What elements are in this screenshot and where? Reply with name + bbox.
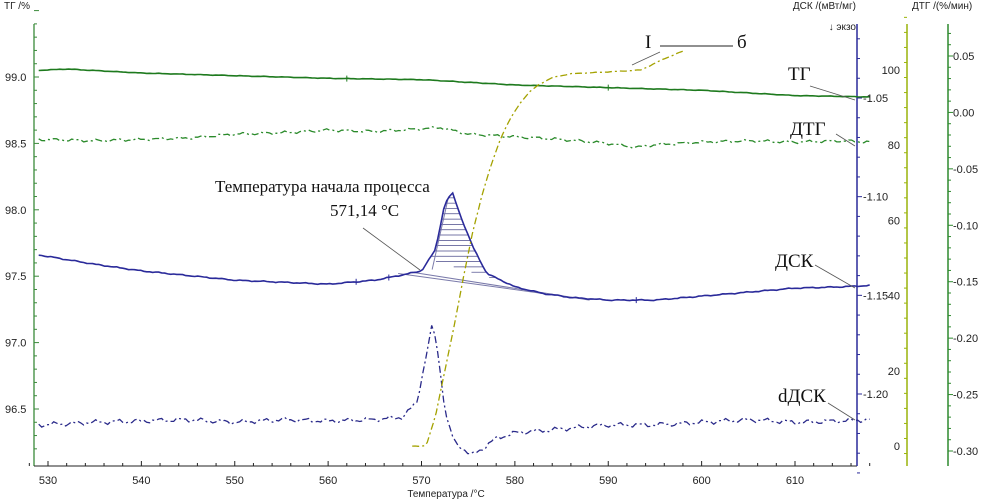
label-dtg: ДТГ [790,119,826,140]
series-line-unnamed [412,50,684,447]
label-tg-leader [809,85,856,101]
onset-tangent [431,196,450,270]
tg-tick-label: 96.5 [5,404,26,416]
tg-tick-label: 98.5 [5,138,26,150]
dtg-tick-label: 0.00 [953,107,974,119]
dtg-axis-title: ДТГ /(%/мин) [912,1,972,12]
tg-tick-label: 97.0 [5,338,26,350]
dtg-tick-label: 0.05 [953,51,974,63]
x-tick-label: 560 [319,475,337,487]
tg-axis-title: ТГ /% [4,1,30,12]
third-tick-label: 100 [882,65,900,77]
x-tick-label: 590 [599,475,617,487]
label-third-curve-suffix: б [737,32,747,53]
series-layer [38,50,870,455]
dtg-tick-label: -0.30 [953,446,978,458]
x-tick-label: 610 [786,475,804,487]
third-tick-label: 80 [888,140,900,152]
third-tick-label: 0 [894,441,900,453]
dsc-tick-label: -1.15 [863,290,888,302]
x-tick-label: 600 [692,475,710,487]
series-line-ДТГ [38,125,870,149]
dtg-tick-label: -0.10 [953,220,978,232]
third-tick-label: 40 [888,291,900,303]
dsc-tick-label: -1.10 [863,192,888,204]
label-dtg-leader [835,133,856,147]
x-tick-label: 540 [132,475,150,487]
series-line-ТГ [38,68,870,98]
label-onset-value: 571,14 °C [330,201,399,220]
dsc-peak-area [398,196,590,301]
x-tick-label: 570 [412,475,430,487]
dsc-exo-direction: ↓ экзо [829,22,857,33]
dtg-tick-label: -0.25 [953,390,978,402]
label-onset-title: Температура начала процесса [215,177,430,196]
series-line-dДСК [38,325,870,455]
label-dsc-leader [814,264,856,289]
peak-baseline [398,273,543,294]
tg-tick-label: 97.5 [5,271,26,283]
x-tick-label: 550 [226,475,244,487]
tg-tick-label: 98.0 [5,205,26,217]
label-tg: ТГ [788,64,811,85]
x-tick-label: 580 [506,475,524,487]
dtg-tick-label: -0.20 [953,333,978,345]
label-dsc: ДСК [775,251,814,272]
label-onset-value-leader [362,227,421,271]
label-third-curve-prefix-leader [631,51,661,66]
x-axis-title: Температура /°C [407,489,484,500]
dsc-tick-label: -1.05 [863,93,888,105]
series-line-ДСК [38,191,870,302]
tg-tick-label: 99.0 [5,72,26,84]
x-tick-label: 530 [39,475,57,487]
dsc-tick-label: -1.20 [863,389,888,401]
third-tick-label: 60 [888,215,900,227]
dsc-axis-title: ДСК /(мВт/мг) [793,1,856,12]
dtg-tick-label: -0.15 [953,277,978,289]
label-ddsc-leader [827,402,856,421]
label-ddsc: dДСК [778,386,826,407]
third-tick-label: 20 [888,366,900,378]
label-third-curve-prefix: I [645,32,651,53]
annotations-layer: ТГ ДТГ ДСК dДСК Температура начала процесса 5… [215,32,856,421]
dtg-tick-label: -0.05 [953,164,978,176]
